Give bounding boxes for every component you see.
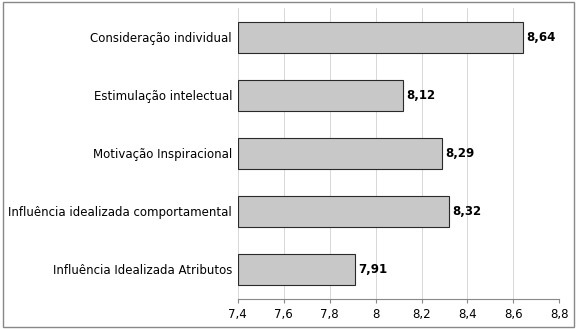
Bar xyxy=(238,21,523,53)
Bar xyxy=(238,195,449,227)
Text: 8,12: 8,12 xyxy=(407,89,436,102)
Text: 8,32: 8,32 xyxy=(452,205,482,218)
Text: 8,64: 8,64 xyxy=(526,31,556,44)
Bar xyxy=(238,80,403,112)
Bar xyxy=(238,138,442,169)
Text: 8,29: 8,29 xyxy=(445,147,475,160)
Text: 7,91: 7,91 xyxy=(358,263,387,276)
Bar xyxy=(238,254,355,286)
